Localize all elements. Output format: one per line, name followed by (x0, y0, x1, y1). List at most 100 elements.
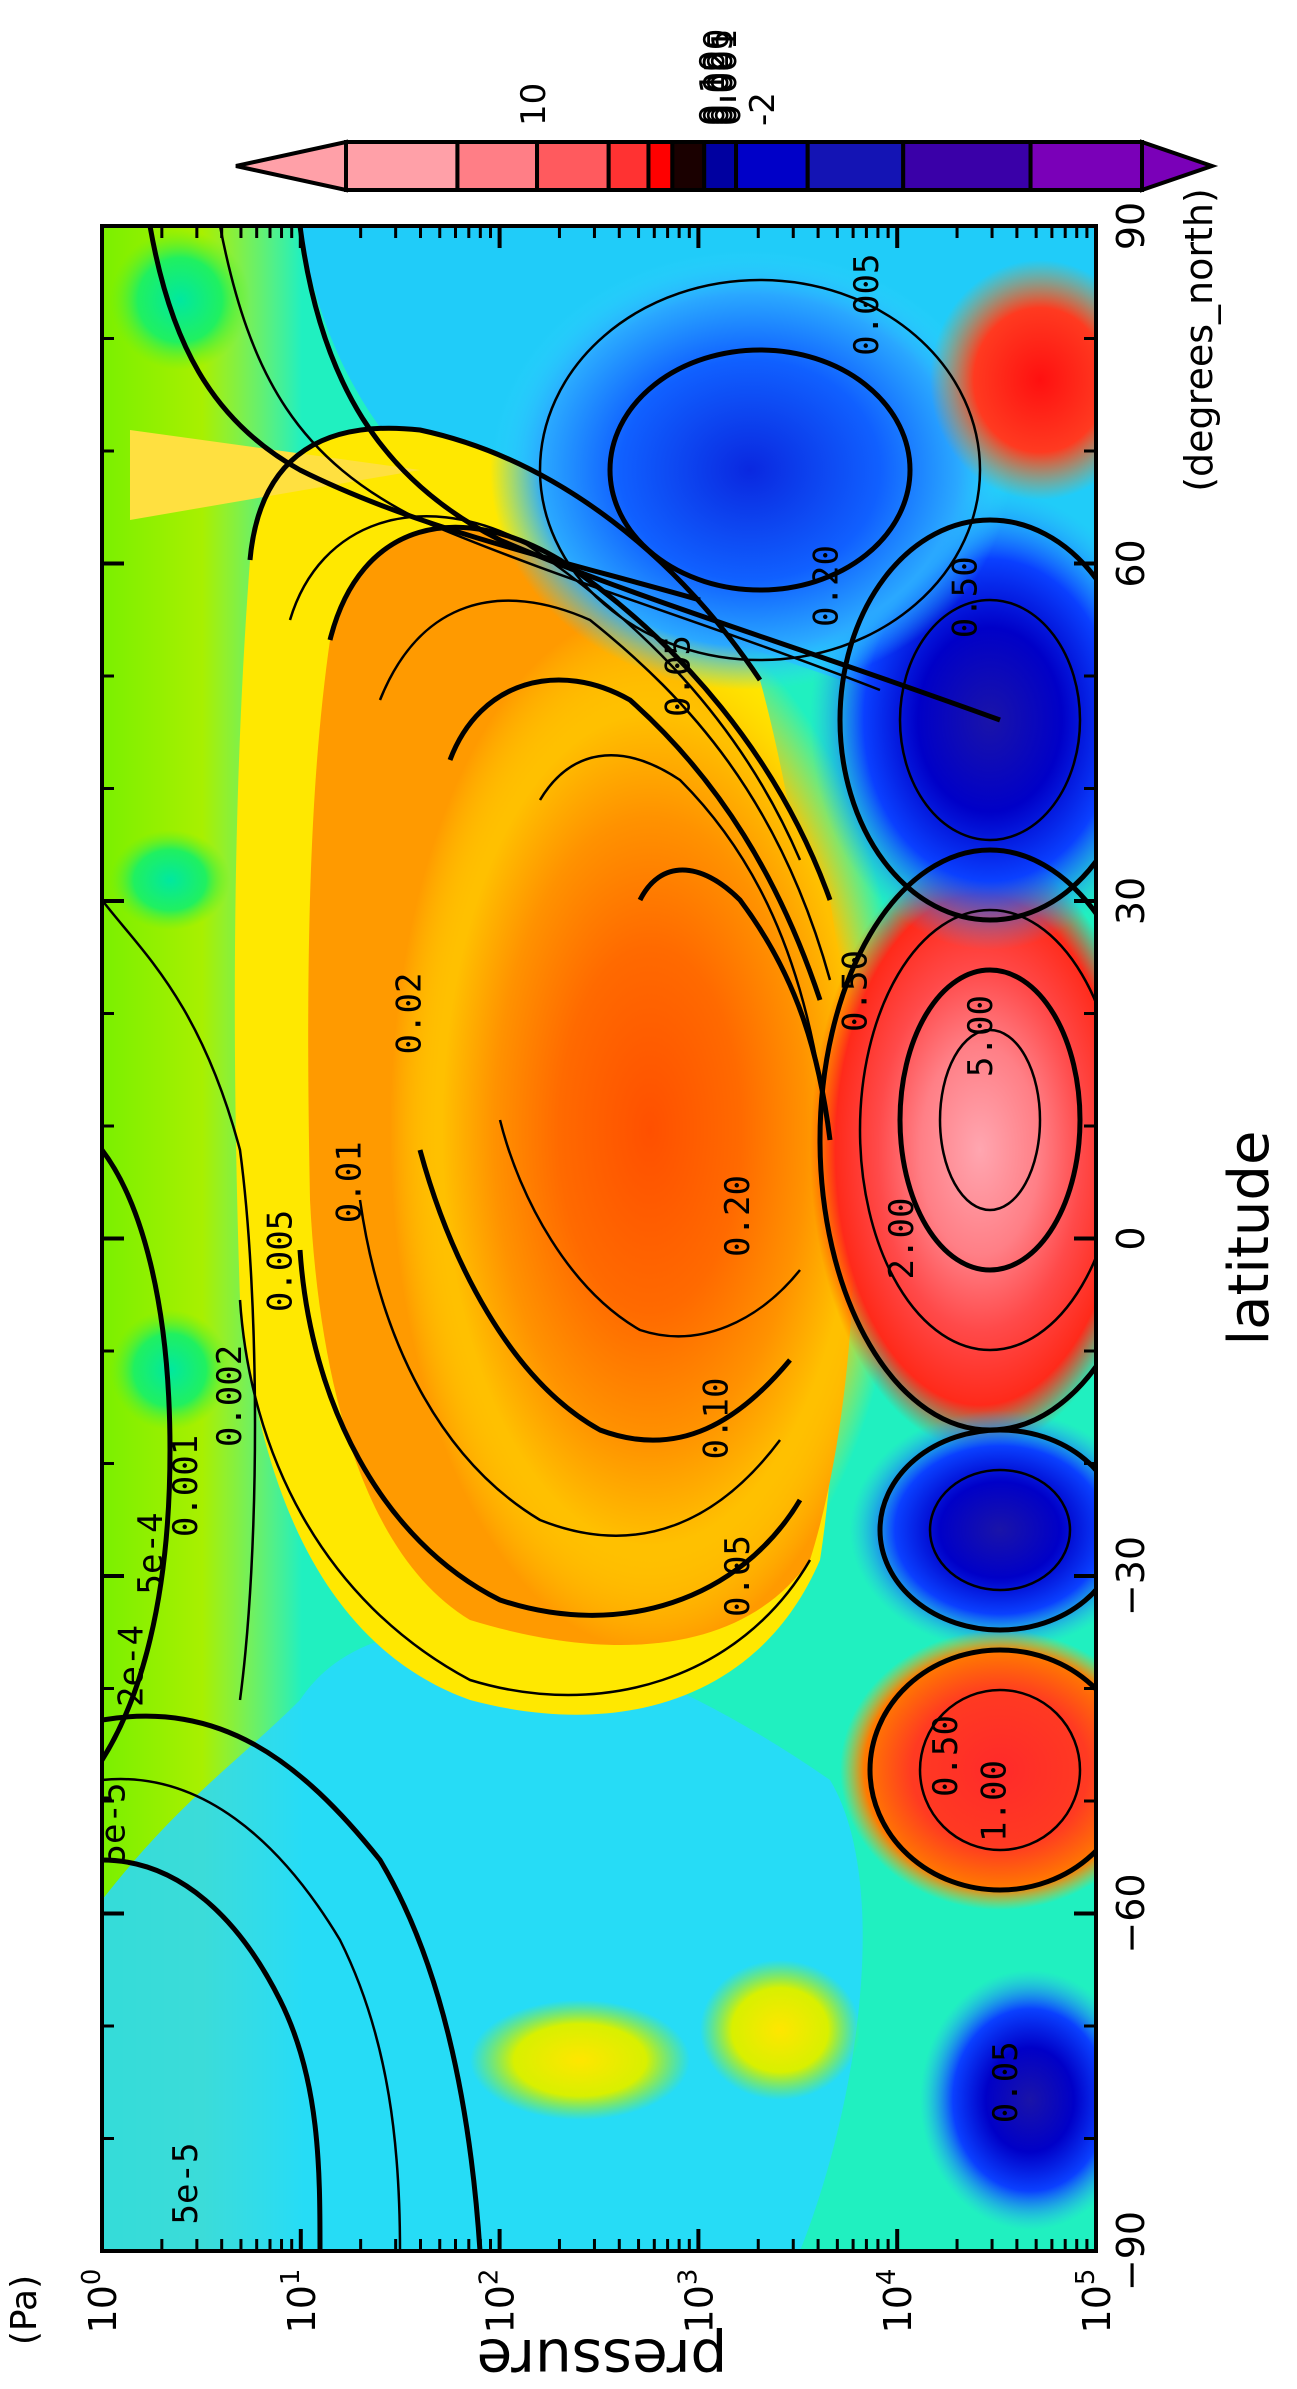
x-axis-title: latitude (1217, 1131, 1282, 1346)
contour-line (938, 1028, 1042, 1212)
contour-label: 5e-4 (131, 1513, 171, 1595)
contour-label: 0.50 (945, 556, 985, 638)
colorbar-segment (734, 140, 810, 192)
colorbar-segment (670, 140, 707, 192)
contour-line (897, 967, 1083, 1273)
contour-line (918, 1688, 1082, 1852)
contour-line (858, 908, 1096, 1352)
contour-line (102, 899, 257, 1701)
contour-label: 0.05 (718, 1535, 758, 1617)
field-tropical-max (390, 610, 910, 1650)
contour-line (498, 1119, 801, 1338)
contour-label: 0.50 (926, 1715, 966, 1797)
contour-line (297, 226, 1001, 723)
contour-line (238, 1299, 812, 1697)
contour-label: 2e-4 (112, 1625, 152, 1707)
y-tick-label: 101 (276, 2269, 324, 2334)
contour-label: 5.00 (961, 995, 1001, 1077)
colorbar-segment (606, 140, 651, 192)
contour-lines (102, 226, 1096, 2251)
contour-label: 0.20 (806, 545, 846, 627)
field-nh-high-negative (490, 250, 1010, 690)
contour-line (358, 1199, 781, 1537)
contour-line (928, 1468, 1072, 1592)
contour-line (877, 1427, 1096, 1633)
colorbar-segment (535, 140, 611, 192)
colorbar-label: -2 (743, 92, 783, 126)
colorbar-arrow-left (235, 139, 348, 193)
contour-line (417, 1149, 792, 1443)
field-green-spot-2 (110, 830, 230, 930)
contour-line (538, 278, 982, 662)
x-axis-units: (degrees_north) (1177, 188, 1221, 492)
x-axis: −90 −60 −30 0 30 60 90 (102, 202, 1153, 2291)
y-tick-label: 105 (1071, 2269, 1119, 2334)
y-axis-units: (Pa) (4, 2275, 45, 2345)
contour-label: 0.20 (718, 1175, 758, 1257)
colorbar-segment (1028, 140, 1145, 192)
colorbar-label: 0 (709, 104, 749, 126)
colorbar-segment (455, 140, 540, 192)
field-yellow-tongue (130, 430, 420, 520)
x-tick-label: 90 (1109, 202, 1153, 250)
contour-line (607, 347, 913, 593)
x-tick-label: −60 (1109, 1873, 1153, 1953)
contour-label: 0.002 (210, 1345, 250, 1447)
contour-line (378, 599, 832, 981)
contour-label: 0.05 (986, 2041, 1026, 2123)
x-tick-label: 60 (1109, 539, 1153, 587)
colorbar-segment (344, 140, 460, 192)
contour-label: 0.005 (847, 254, 887, 356)
field-sh-red (840, 1630, 1096, 1910)
contour-line (102, 1713, 483, 2251)
contour-line (147, 226, 701, 603)
contour-label: 0.005 (261, 1210, 301, 1312)
contour-line (247, 425, 763, 682)
x-tick-label: −90 (1109, 2211, 1153, 2291)
contour-label: 0.02 (389, 973, 429, 1055)
contour-label: 5e-5 (94, 1783, 134, 1865)
x-tick-label: 0 (1109, 1226, 1153, 1250)
field-green-spot-3 (110, 230, 250, 370)
colorbar-segment (805, 140, 906, 192)
y-tick-label: 104 (872, 2269, 920, 2334)
colorbar-label: 10 (514, 83, 554, 126)
field-sh-cyan (102, 1630, 863, 2251)
contour-label: 1.00 (974, 1760, 1014, 1842)
contour-label: 0.01 (330, 1141, 370, 1223)
colorbar-label: 0.020 (697, 29, 737, 126)
contour-line (102, 1148, 173, 1762)
field-nh-red (930, 260, 1096, 500)
colorbar-label: 0.005 (701, 29, 741, 126)
y-tick-label: 103 (673, 2269, 721, 2334)
contour-line (837, 517, 1096, 923)
contour-line (297, 1249, 803, 1618)
colorbar-label: 0.001 (705, 29, 745, 126)
y-tick-label: 100 (77, 2269, 125, 2334)
contour-label: 0.10 (696, 1378, 736, 1460)
field-sh-polar-blue (920, 1970, 1096, 2230)
contour-line (637, 867, 833, 1141)
field-yellow-spot-2 (700, 1960, 860, 2100)
field-yellow-spot-1 (470, 2000, 690, 2120)
contour-line (898, 598, 1082, 842)
x-tick-label: 30 (1109, 877, 1153, 925)
x-tick-label: −30 (1109, 1536, 1153, 1616)
contour-label: 2.00 (882, 1198, 922, 1280)
contour-line (102, 1857, 323, 2251)
contour-label: 0.05 (658, 635, 698, 717)
contour-label: 5e-5 (166, 2143, 206, 2225)
contour-line (867, 1647, 1096, 1893)
contour-line (538, 754, 822, 1081)
field-green-spot-1 (110, 1310, 230, 1430)
colorbar-segment (702, 140, 739, 192)
contour-label: 0.001 (166, 1435, 206, 1537)
contour-line (102, 1777, 402, 2251)
field-surface-max (810, 850, 1096, 1450)
field-sh-negative (850, 1410, 1096, 1650)
y-tick-label: 102 (475, 2269, 523, 2334)
contour-label: 0.50 (835, 950, 875, 1032)
colorbar-arrow-right (1140, 139, 1219, 193)
